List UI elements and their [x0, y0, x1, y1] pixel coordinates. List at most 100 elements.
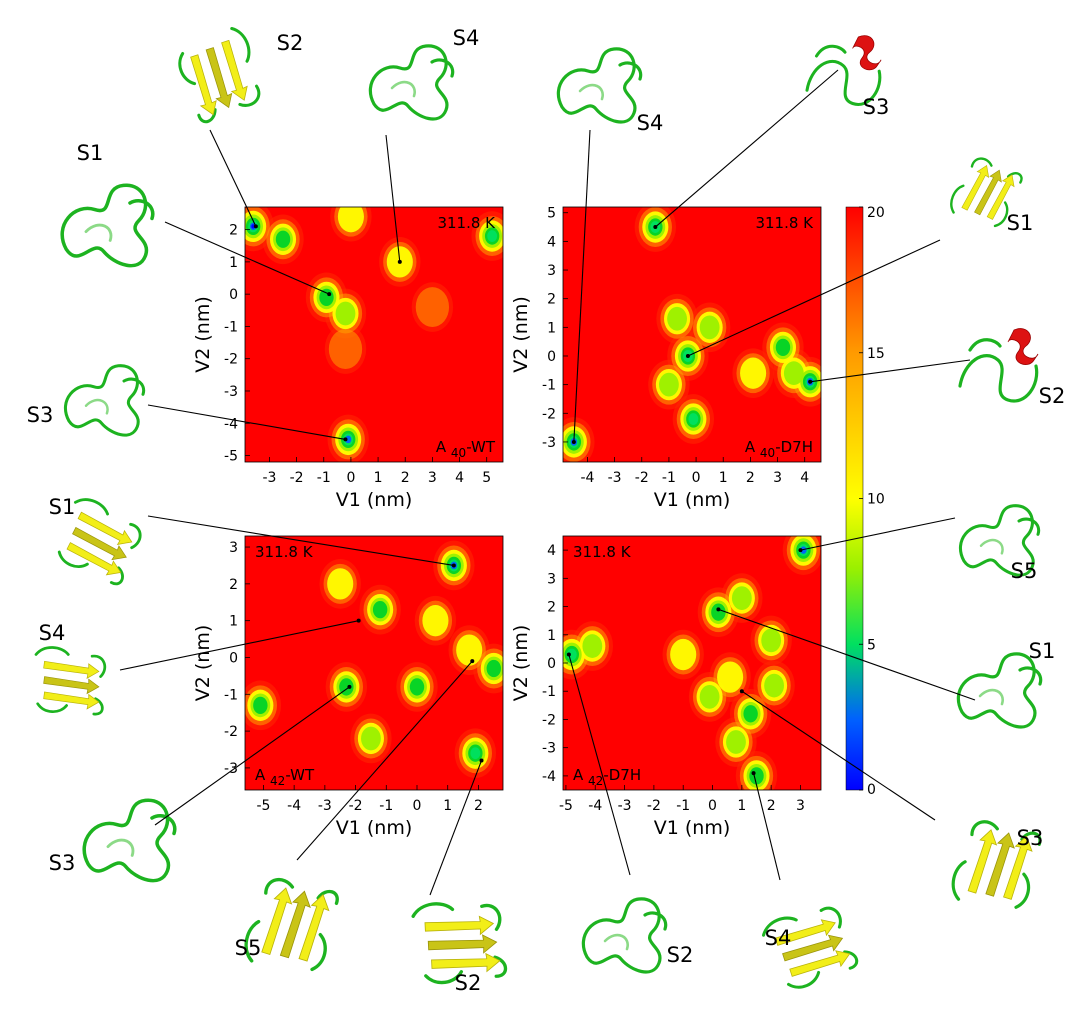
- basin-6-level-5: [743, 705, 758, 723]
- basin-4-level-7.5: [335, 301, 356, 326]
- colorbar: 0 5 10 15 20: [845, 205, 885, 798]
- y-axis-label: V2 (nm): [192, 625, 214, 702]
- panel-a42-d7h-s2-label: S2: [667, 943, 694, 967]
- panel-a42-d7h-s4-leader: [753, 772, 781, 881]
- panel-a40-wt-s4-leader: [385, 134, 401, 262]
- panel-a42-wt-s1-leader: [147, 515, 454, 566]
- basin-12-level-10: [670, 638, 697, 671]
- a40wt-s2-cartoon: [169, 23, 273, 128]
- panel-a40-d7h: -4 -3 -2 -1 0 1 2 3 4 -3 -2 -1 0 1 2 3 4 5 V1 (nm) V2 (nm) 3…: [510, 206, 822, 511]
- colorbar-tick-label: 5: [867, 637, 876, 653]
- structure-labels: S1 S2 S3 S4 S1 S2 S3 S4 S1 S2 S3 S4 S5 S1 S2 S3 S4 S5: [27, 26, 1066, 995]
- x-tick-label: 4: [800, 470, 809, 486]
- temperature-label: 311.8 K: [573, 543, 632, 561]
- temperature-label: 311.8 K: [755, 214, 814, 232]
- x-tick-label: -3: [608, 470, 622, 486]
- colorbar-tick-label: 15: [867, 346, 885, 362]
- y-tick-label: 1: [229, 255, 238, 271]
- panel-a42-d7h-s3-point: [739, 689, 744, 694]
- panel-a40-d7h-s3-label: S3: [863, 95, 890, 119]
- y-tick-label: 1: [547, 320, 556, 336]
- y-tick-label: 1: [229, 614, 238, 630]
- panel-a40-d7h-s2-leader: [810, 359, 971, 383]
- plot-frame: [244, 535, 504, 791]
- panel-a42-d7h-s2-leader: [568, 654, 631, 876]
- y-tick-label: 1: [547, 628, 556, 644]
- x-tick-label: -2: [647, 798, 661, 814]
- basin-9-level-10: [337, 207, 364, 233]
- panel-a42-wt-s5-leader: [296, 660, 473, 861]
- basin-2-level-5: [711, 603, 726, 621]
- y-tick-label: 5: [547, 206, 556, 222]
- x-axis-label: V1 (nm): [336, 817, 413, 839]
- panel-a40-d7h-s4-point: [571, 439, 576, 444]
- x-tick-label: 0: [708, 798, 717, 814]
- panel-a40-wt-s1-leader: [164, 221, 330, 295]
- panel-a40-d7h-s1-point: [685, 353, 690, 358]
- x-tick-label: -2: [290, 470, 304, 486]
- basin-7-level-3: [470, 747, 481, 760]
- x-tick-label: 3: [796, 798, 805, 814]
- panel-a40-d7h-s1-leader: [687, 239, 941, 357]
- y-tick-label: -2: [224, 724, 238, 740]
- colorbar-tick-label: 0: [867, 782, 876, 798]
- y-tick-label: 4: [547, 234, 556, 250]
- panel-a40-wt-s4-label: S4: [453, 26, 480, 50]
- a42wt-s3-cartoon: [82, 798, 177, 883]
- y-tick-label: -1: [542, 378, 556, 394]
- basin-7-level-5: [775, 338, 791, 357]
- y-tick-label: -2: [542, 712, 556, 728]
- x-axis-label: V1 (nm): [654, 817, 731, 839]
- x-tick-label: 0: [692, 470, 701, 486]
- x-tick-label: -1: [317, 470, 331, 486]
- panel-a42-wt-s4-point: [356, 618, 361, 623]
- panel-a42-d7h-s1-point: [716, 607, 721, 612]
- basin-5-level-3: [688, 413, 699, 425]
- y-tick-label: 3: [547, 263, 556, 279]
- y-tick-label: 3: [229, 540, 238, 556]
- x-tick-label: -4: [287, 798, 301, 814]
- plot-frame: [244, 206, 504, 463]
- y-tick-label: 0: [547, 349, 556, 365]
- structure-leader-lines: [119, 69, 976, 896]
- panel-a42-wt-s5-label: S5: [235, 936, 262, 960]
- panel-a40-wt-s1-label: S1: [77, 141, 104, 165]
- y-axis-label: V2 (nm): [510, 296, 532, 373]
- panel-a42-d7h-s3-label: S3: [1017, 826, 1044, 850]
- panel-a42-d7h-s5-leader: [800, 517, 956, 551]
- heatmap-basins: [245, 207, 503, 462]
- panel-a40-wt-s2-label: S2: [277, 31, 304, 55]
- a42d7h-s1-cartoon: [956, 652, 1043, 729]
- basin-5-level-5: [749, 767, 764, 785]
- panel-a42-wt-s2-leader: [429, 760, 483, 896]
- panel-a42-wt-s1-label: S1: [49, 495, 76, 519]
- panel-a40-wt-s1-point: [327, 292, 332, 297]
- panel-a40-wt-s3-leader: [147, 404, 346, 440]
- panel-a42-d7h-s1-leader: [718, 608, 976, 701]
- basin-7-level-1.5: [345, 435, 352, 444]
- y-tick-label: -4: [542, 769, 556, 785]
- basin-10-level-10: [422, 605, 449, 637]
- basin-5-level-5: [409, 678, 425, 696]
- x-tick-label: 5: [482, 470, 491, 486]
- panel-a40-wt-s3-label: S3: [27, 403, 54, 427]
- panel-a40-d7h-s4-label: S4: [637, 111, 664, 135]
- panel-a42-wt-s2-point: [479, 758, 484, 763]
- y-tick-label: -1: [542, 684, 556, 700]
- plot-frame: [562, 206, 822, 463]
- panel-a42-d7h-s5-label: S5: [1011, 559, 1038, 583]
- a40wt-s3-cartoon: [63, 364, 146, 437]
- y-tick-label: 2: [547, 600, 556, 616]
- x-tick-label: -5: [559, 798, 573, 814]
- basin-7-level-7.5: [699, 684, 720, 709]
- panel-a40-wt-s3-point: [343, 437, 348, 442]
- x-tick-label: 2: [746, 470, 755, 486]
- basin-11-level-7.5: [783, 361, 804, 386]
- basin-1-level-0: [251, 224, 255, 229]
- heatmap-basins: [563, 536, 821, 790]
- y-tick-label: 2: [547, 292, 556, 308]
- basin-3-level-5: [253, 696, 268, 714]
